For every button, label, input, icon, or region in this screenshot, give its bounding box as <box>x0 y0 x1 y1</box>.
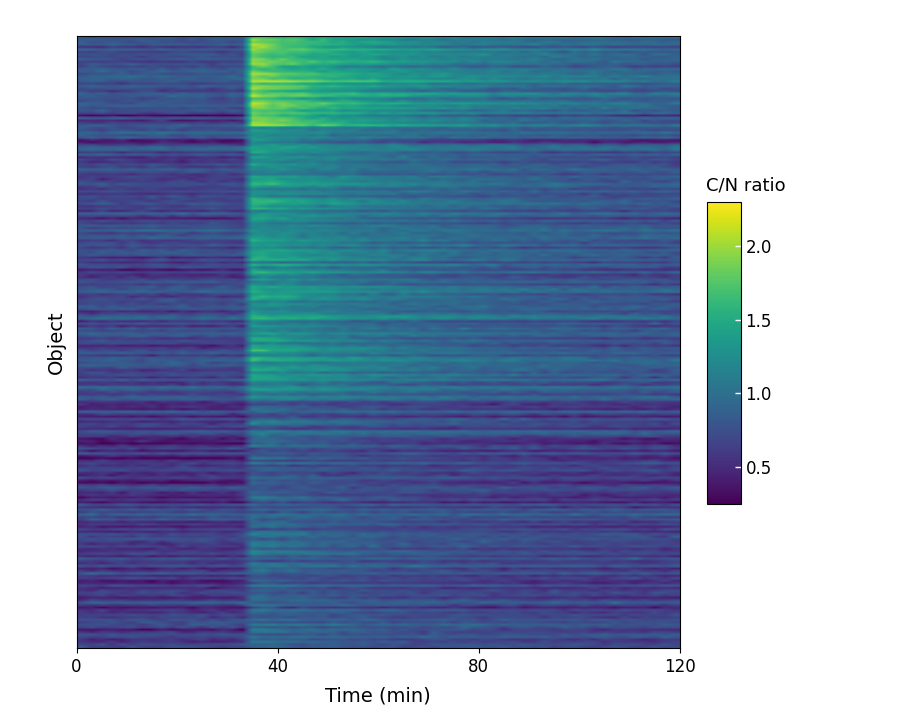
Y-axis label: Object: Object <box>47 310 66 374</box>
X-axis label: Time (min): Time (min) <box>325 687 431 706</box>
Text: C/N ratio: C/N ratio <box>706 176 786 194</box>
